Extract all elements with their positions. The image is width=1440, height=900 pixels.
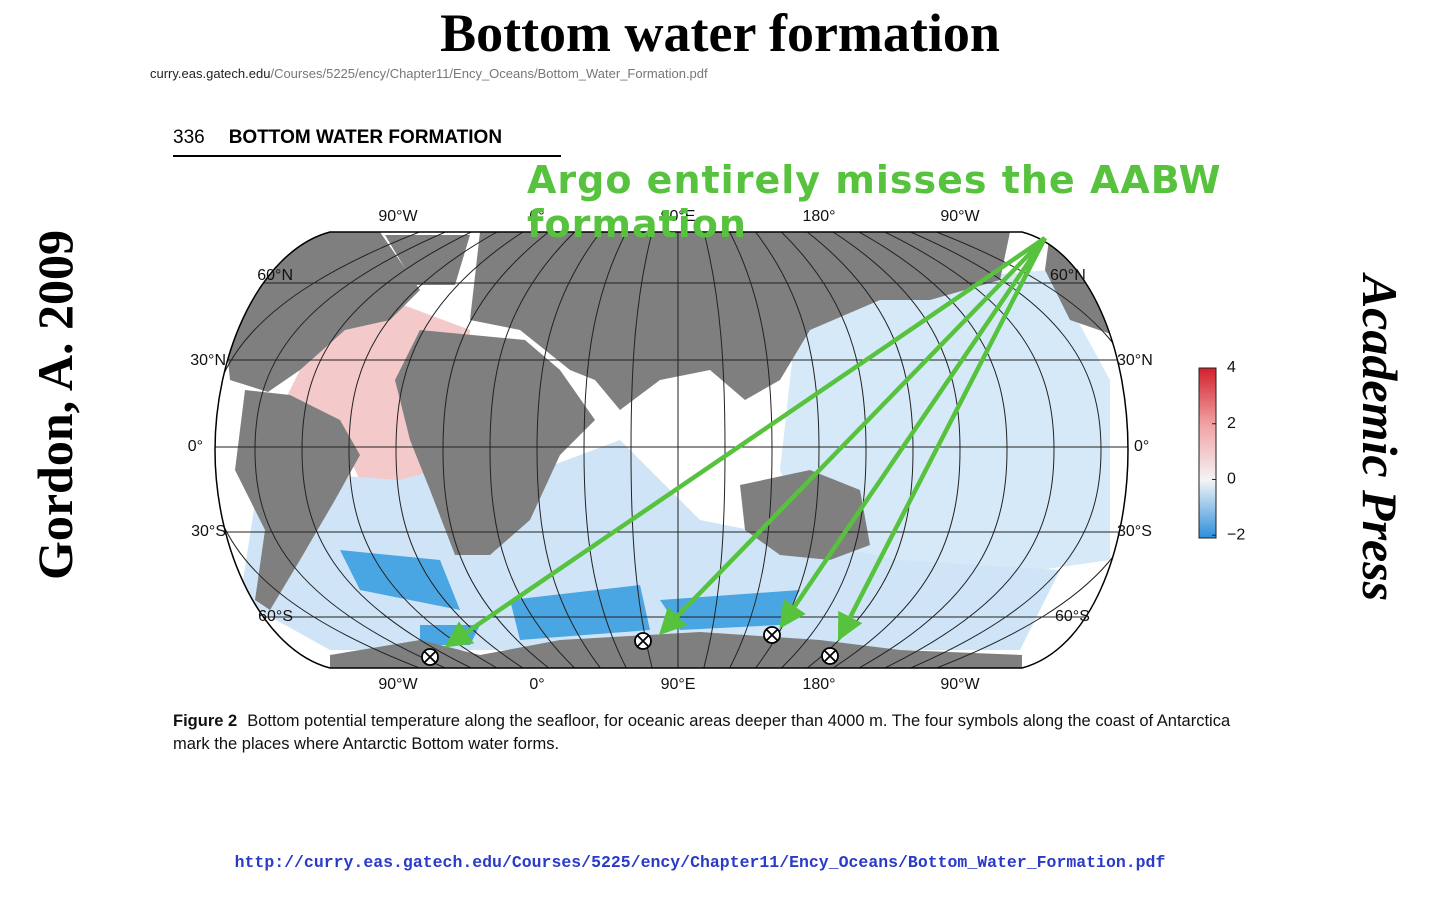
lat-label: 60°S — [258, 608, 293, 625]
page-number: 336 — [173, 127, 205, 148]
source-url: curry.eas.gatech.edu/Courses/5225/ency/C… — [150, 66, 708, 81]
lon-label: 180° — [802, 676, 835, 693]
side-publisher: Academic Press — [1352, 274, 1408, 602]
colorbar-scale — [1198, 367, 1217, 539]
lon-label: 0° — [529, 676, 544, 693]
figure-label: Figure 2 — [173, 712, 238, 730]
caption-text: Bottom potential temperature along the s… — [173, 712, 1231, 753]
graticule — [215, 232, 1128, 668]
lat-label: 60°N — [1050, 267, 1086, 284]
lat-label: 0° — [188, 438, 203, 455]
page-title: BOTTOM WATER FORMATION — [228, 127, 503, 148]
lon-label: 90°W — [378, 208, 418, 225]
source-path: /Courses/5225/ency/Chapter11/Ency_Oceans… — [270, 66, 708, 81]
lat-label: 0° — [1134, 438, 1149, 455]
lat-label: 30°N — [1117, 352, 1153, 369]
lat-label: 30°S — [191, 523, 226, 540]
footer-url: http://curry.eas.gatech.edu/Courses/5225… — [234, 853, 1166, 872]
page-header: 336 BOTTOM WATER FORMATION — [173, 127, 561, 157]
lon-label: 90°E — [661, 208, 696, 225]
lon-label: 180° — [802, 208, 835, 225]
slide-title: Bottom water formation — [440, 3, 1000, 63]
map-body — [215, 232, 1128, 668]
lat-label: 60°N — [257, 267, 293, 284]
lon-label: 0° — [529, 208, 544, 225]
figure-caption: Figure 2 Bottom potential temperature alo… — [173, 710, 1263, 756]
annotation-arrows — [444, 236, 1048, 648]
lon-label: 90°E — [661, 676, 696, 693]
land — [215, 232, 1128, 668]
colorbar-tick-label: 2 — [1227, 415, 1236, 432]
colorbar-tick-label: 4 — [1227, 359, 1236, 376]
lon-label: 90°W — [940, 676, 980, 693]
colorbar: 4 2 0 −2 — [1198, 359, 1245, 543]
lat-label: 30°N — [190, 352, 226, 369]
colorbar-tick-label: −2 — [1227, 526, 1245, 543]
side-credit: Gordon, A. 2009 — [27, 229, 83, 581]
lat-label: 60°S — [1055, 608, 1090, 625]
source-host: curry.eas.gatech.edu — [150, 66, 271, 81]
lon-label: 90°W — [940, 208, 980, 225]
lon-label: 90°W — [378, 676, 418, 693]
map-outline — [214, 231, 1129, 669]
colorbar-tick-label: 0 — [1227, 471, 1236, 488]
lat-label: 30°S — [1117, 523, 1152, 540]
annotation: Argo entirely misses the AABW formation — [527, 158, 1222, 246]
formation-symbols — [421, 626, 839, 666]
